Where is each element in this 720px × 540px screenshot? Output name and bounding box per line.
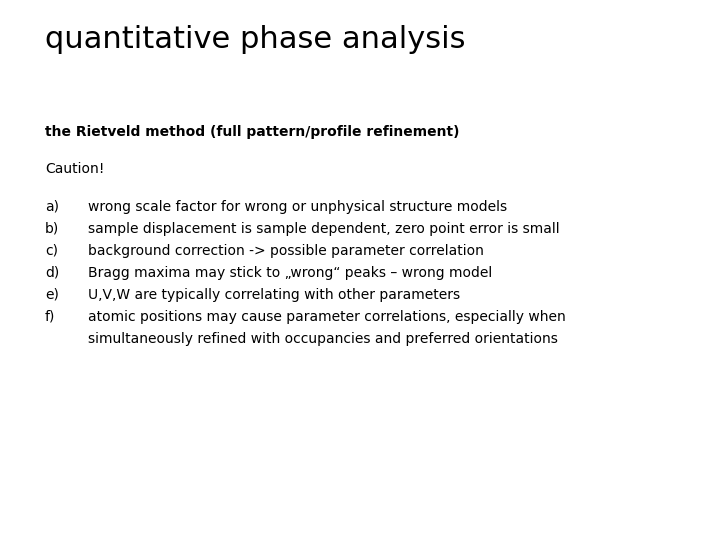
Text: background correction -> possible parameter correlation: background correction -> possible parame… bbox=[88, 244, 484, 258]
Text: simultaneously refined with occupancies and preferred orientations: simultaneously refined with occupancies … bbox=[88, 332, 558, 346]
Text: e): e) bbox=[45, 288, 59, 302]
Text: the Rietveld method (full pattern/profile refinement): the Rietveld method (full pattern/profil… bbox=[45, 125, 459, 139]
Text: d): d) bbox=[45, 266, 59, 280]
Text: quantitative phase analysis: quantitative phase analysis bbox=[45, 25, 466, 54]
Text: b): b) bbox=[45, 222, 59, 236]
Text: c): c) bbox=[45, 244, 58, 258]
Text: atomic positions may cause parameter correlations, especially when: atomic positions may cause parameter cor… bbox=[88, 310, 566, 324]
Text: wrong scale factor for wrong or unphysical structure models: wrong scale factor for wrong or unphysic… bbox=[88, 200, 507, 214]
Text: U,V,W are typically correlating with other parameters: U,V,W are typically correlating with oth… bbox=[88, 288, 460, 302]
Text: a): a) bbox=[45, 200, 59, 214]
Text: f): f) bbox=[45, 310, 55, 324]
Text: Bragg maxima may stick to „wrong“ peaks – wrong model: Bragg maxima may stick to „wrong“ peaks … bbox=[88, 266, 492, 280]
Text: sample displacement is sample dependent, zero point error is small: sample displacement is sample dependent,… bbox=[88, 222, 559, 236]
Text: Caution!: Caution! bbox=[45, 162, 104, 176]
